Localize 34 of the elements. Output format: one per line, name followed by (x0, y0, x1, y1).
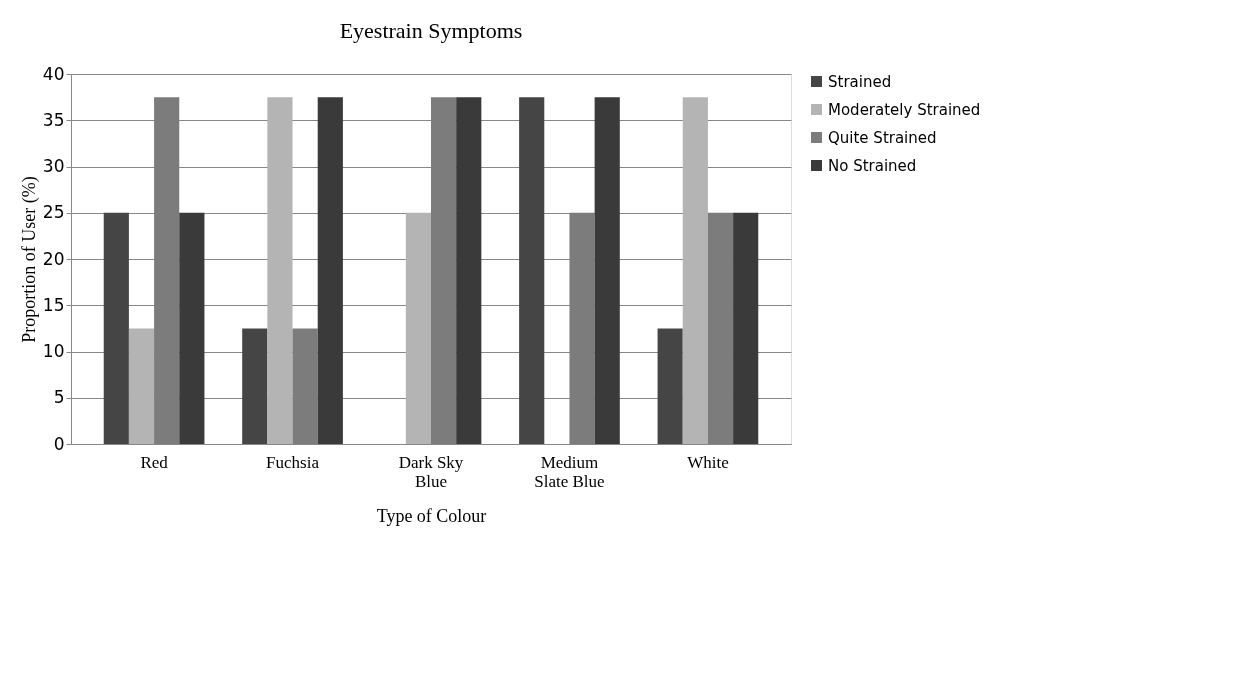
bar (733, 212, 759, 444)
x-tick-label: White (687, 452, 729, 472)
y-tick-label: 40 (42, 63, 65, 84)
y-tick-label: 5 (53, 387, 65, 408)
bar (682, 97, 708, 444)
bar (657, 328, 683, 444)
y-tick-label: 15 (42, 294, 65, 315)
x-axis-title: Type of Colour (376, 505, 487, 526)
bar (405, 212, 431, 444)
y-tick-label: 35 (42, 109, 65, 130)
bar (179, 212, 205, 444)
bar (456, 97, 482, 444)
bar (594, 97, 620, 444)
legend-label: Quite Strained (828, 128, 937, 147)
y-tick-label: 25 (42, 202, 65, 223)
legend-label: No Strained (828, 156, 917, 175)
x-tick-label: Red (140, 452, 169, 472)
bar (128, 328, 155, 444)
bar (103, 212, 129, 444)
x-tick-label: Fuchsia (266, 452, 320, 472)
y-tick-label: 20 (42, 248, 65, 269)
bar (317, 97, 343, 444)
chart-title: Eyestrain Symptoms (339, 18, 523, 43)
x-tick-label: Medium Slate Blue (534, 452, 605, 491)
y-tick-label: 10 (42, 341, 65, 361)
y-tick-label: 30 (42, 156, 65, 176)
legend-label: Strained (828, 72, 892, 91)
bar (267, 97, 293, 444)
bar (242, 328, 268, 444)
legend-label: Moderately Strained (828, 100, 981, 119)
y-tick-label: 0 (53, 433, 65, 454)
y-axis-title: Proportion of User (%) (18, 176, 40, 343)
x-tick-label: Dark Sky Blue (398, 452, 464, 491)
bar (519, 97, 545, 444)
